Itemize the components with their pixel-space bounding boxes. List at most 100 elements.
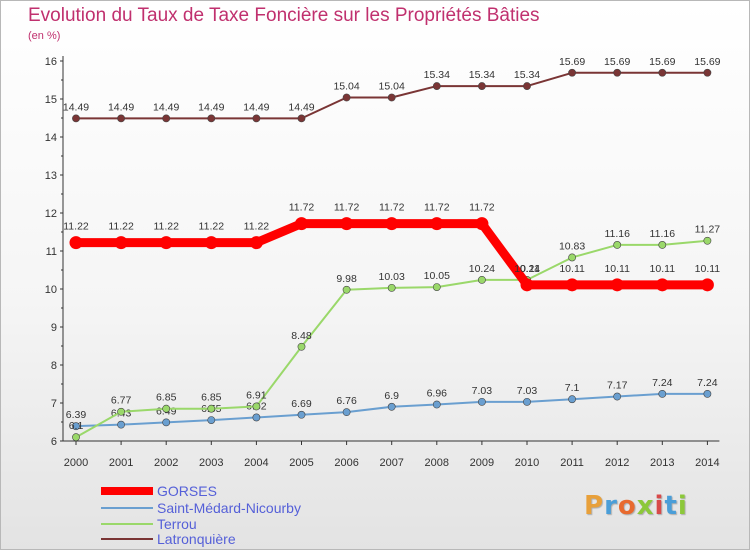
data-point: [387, 93, 396, 102]
x-tick-label: 2000: [64, 457, 88, 469]
data-point: [297, 342, 306, 351]
legend-item: GORSES: [101, 483, 217, 499]
x-tick-label: 2011: [560, 457, 584, 469]
data-label: 14.49: [243, 101, 269, 113]
data-label: 7.03: [472, 385, 493, 397]
data-label: 11.72: [379, 202, 405, 214]
series-layer: 14.49 14.49 14.49 14.49 14.49 14.49 15.04 15.04…: [63, 56, 721, 442]
data-point: [613, 392, 622, 401]
data-label: 10.11: [650, 263, 676, 275]
data-label: 11.22: [108, 221, 134, 233]
legend: GORSESSaint-Médard-NicourbyTerrouLatronq…: [101, 483, 301, 547]
data-point: [568, 68, 576, 77]
x-tick-label: 2001: [109, 457, 133, 469]
data-label: 15.34: [514, 69, 540, 81]
data-point: [162, 114, 171, 123]
data-label: 7.24: [652, 377, 673, 389]
y-tick-label: 12: [45, 208, 57, 220]
data-label: 11.22: [244, 221, 270, 233]
series-terrou: 6.1 6.77 6.85 6.85 6.91 8.48 9.98 10.03 10.05 10.…: [69, 224, 720, 442]
chart-title: Evolution du Taux de Taxe Foncière sur l…: [28, 5, 540, 26]
data-point: [432, 400, 441, 409]
data-point: [703, 236, 712, 245]
data-point: [252, 402, 261, 411]
data-point: [117, 407, 125, 416]
data-label: 15.69: [559, 56, 585, 68]
data-label: 14.49: [198, 101, 224, 113]
x-tick-label: 2010: [515, 457, 539, 469]
data-label: 11.72: [289, 202, 315, 214]
data-label: 11.22: [63, 221, 89, 233]
data-point: [72, 422, 80, 431]
data-point: [565, 278, 579, 292]
data-label: 6.91: [246, 389, 267, 401]
data-label: 9.98: [336, 273, 357, 285]
data-label: 6.85: [201, 392, 222, 404]
data-label: 15.04: [333, 80, 359, 92]
x-tick-label: 2014: [695, 457, 719, 469]
y-tick-label: 10: [45, 284, 57, 296]
data-label: 6.1: [69, 420, 84, 432]
axes: 6 7 8 9 10 11 12 13 14 15 16 2000 2001 2002 2003 2004 20…: [45, 56, 720, 469]
data-point: [295, 217, 308, 231]
data-label: 11.22: [153, 221, 179, 233]
x-tick-label: 2012: [605, 457, 629, 469]
data-point: [207, 114, 216, 123]
data-point: [207, 416, 216, 424]
y-tick-label: 14: [45, 132, 57, 144]
data-point: [523, 397, 531, 406]
data-label: 15.34: [424, 69, 450, 81]
data-label: 11.72: [334, 202, 360, 214]
data-point: [658, 241, 667, 249]
x-tick-label: 2008: [425, 457, 449, 469]
data-label: 10.11: [514, 263, 540, 275]
legend-label: Terrou: [157, 516, 197, 532]
data-label: 15.69: [649, 56, 675, 68]
data-label: 8.48: [291, 330, 312, 342]
x-tick-label: 2013: [650, 457, 674, 469]
data-point: [297, 114, 306, 123]
data-label: 10.03: [379, 271, 405, 283]
data-point: [387, 402, 396, 411]
y-tick-label: 11: [46, 246, 57, 258]
legend-swatch: [101, 523, 153, 525]
data-label: 10.11: [695, 263, 721, 275]
y-tick-label: 9: [51, 322, 57, 334]
legend-item: Saint-Médard-Nicourby: [101, 500, 301, 516]
series-saint-medard-nicourby: 6.396.436.496.556.626.696.766.96.967.037…: [66, 377, 718, 431]
legend-swatch: [101, 538, 153, 540]
data-point: [117, 420, 125, 429]
data-point: [69, 236, 83, 250]
data-label: 10.83: [559, 240, 585, 252]
data-point: [297, 410, 306, 419]
y-tick-label: 13: [45, 170, 57, 182]
data-point: [430, 217, 444, 231]
x-tick-label: 2002: [154, 457, 178, 469]
data-point: [385, 217, 399, 231]
data-label: 14.49: [108, 101, 134, 113]
y-tick-label: 15: [45, 94, 57, 106]
data-point: [432, 283, 441, 291]
data-point: [703, 68, 712, 77]
data-label: 10.11: [559, 263, 585, 275]
data-point: [252, 413, 261, 422]
data-label: 15.69: [694, 56, 720, 68]
data-point: [432, 82, 441, 90]
data-label: 10.11: [604, 263, 630, 275]
unit-label: (en %): [28, 30, 61, 42]
x-tick-label: 2005: [289, 457, 313, 469]
y-tick-label: 7: [51, 398, 57, 410]
data-point: [610, 278, 624, 292]
data-label: 11.72: [469, 202, 495, 214]
data-point: [342, 408, 351, 417]
data-point: [340, 217, 354, 231]
data-point: [568, 395, 576, 404]
data-label: 14.49: [153, 101, 179, 113]
data-point: [703, 389, 712, 398]
data-label: 7.03: [517, 385, 538, 397]
data-label: 6.76: [336, 395, 357, 407]
data-label: 14.49: [288, 101, 314, 113]
series-latronquiere: 14.49 14.49 14.49 14.49 14.49 14.49 15.04 15.04…: [63, 56, 721, 123]
x-tick-label: 2003: [199, 457, 223, 469]
legend-label: GORSES: [157, 483, 217, 499]
